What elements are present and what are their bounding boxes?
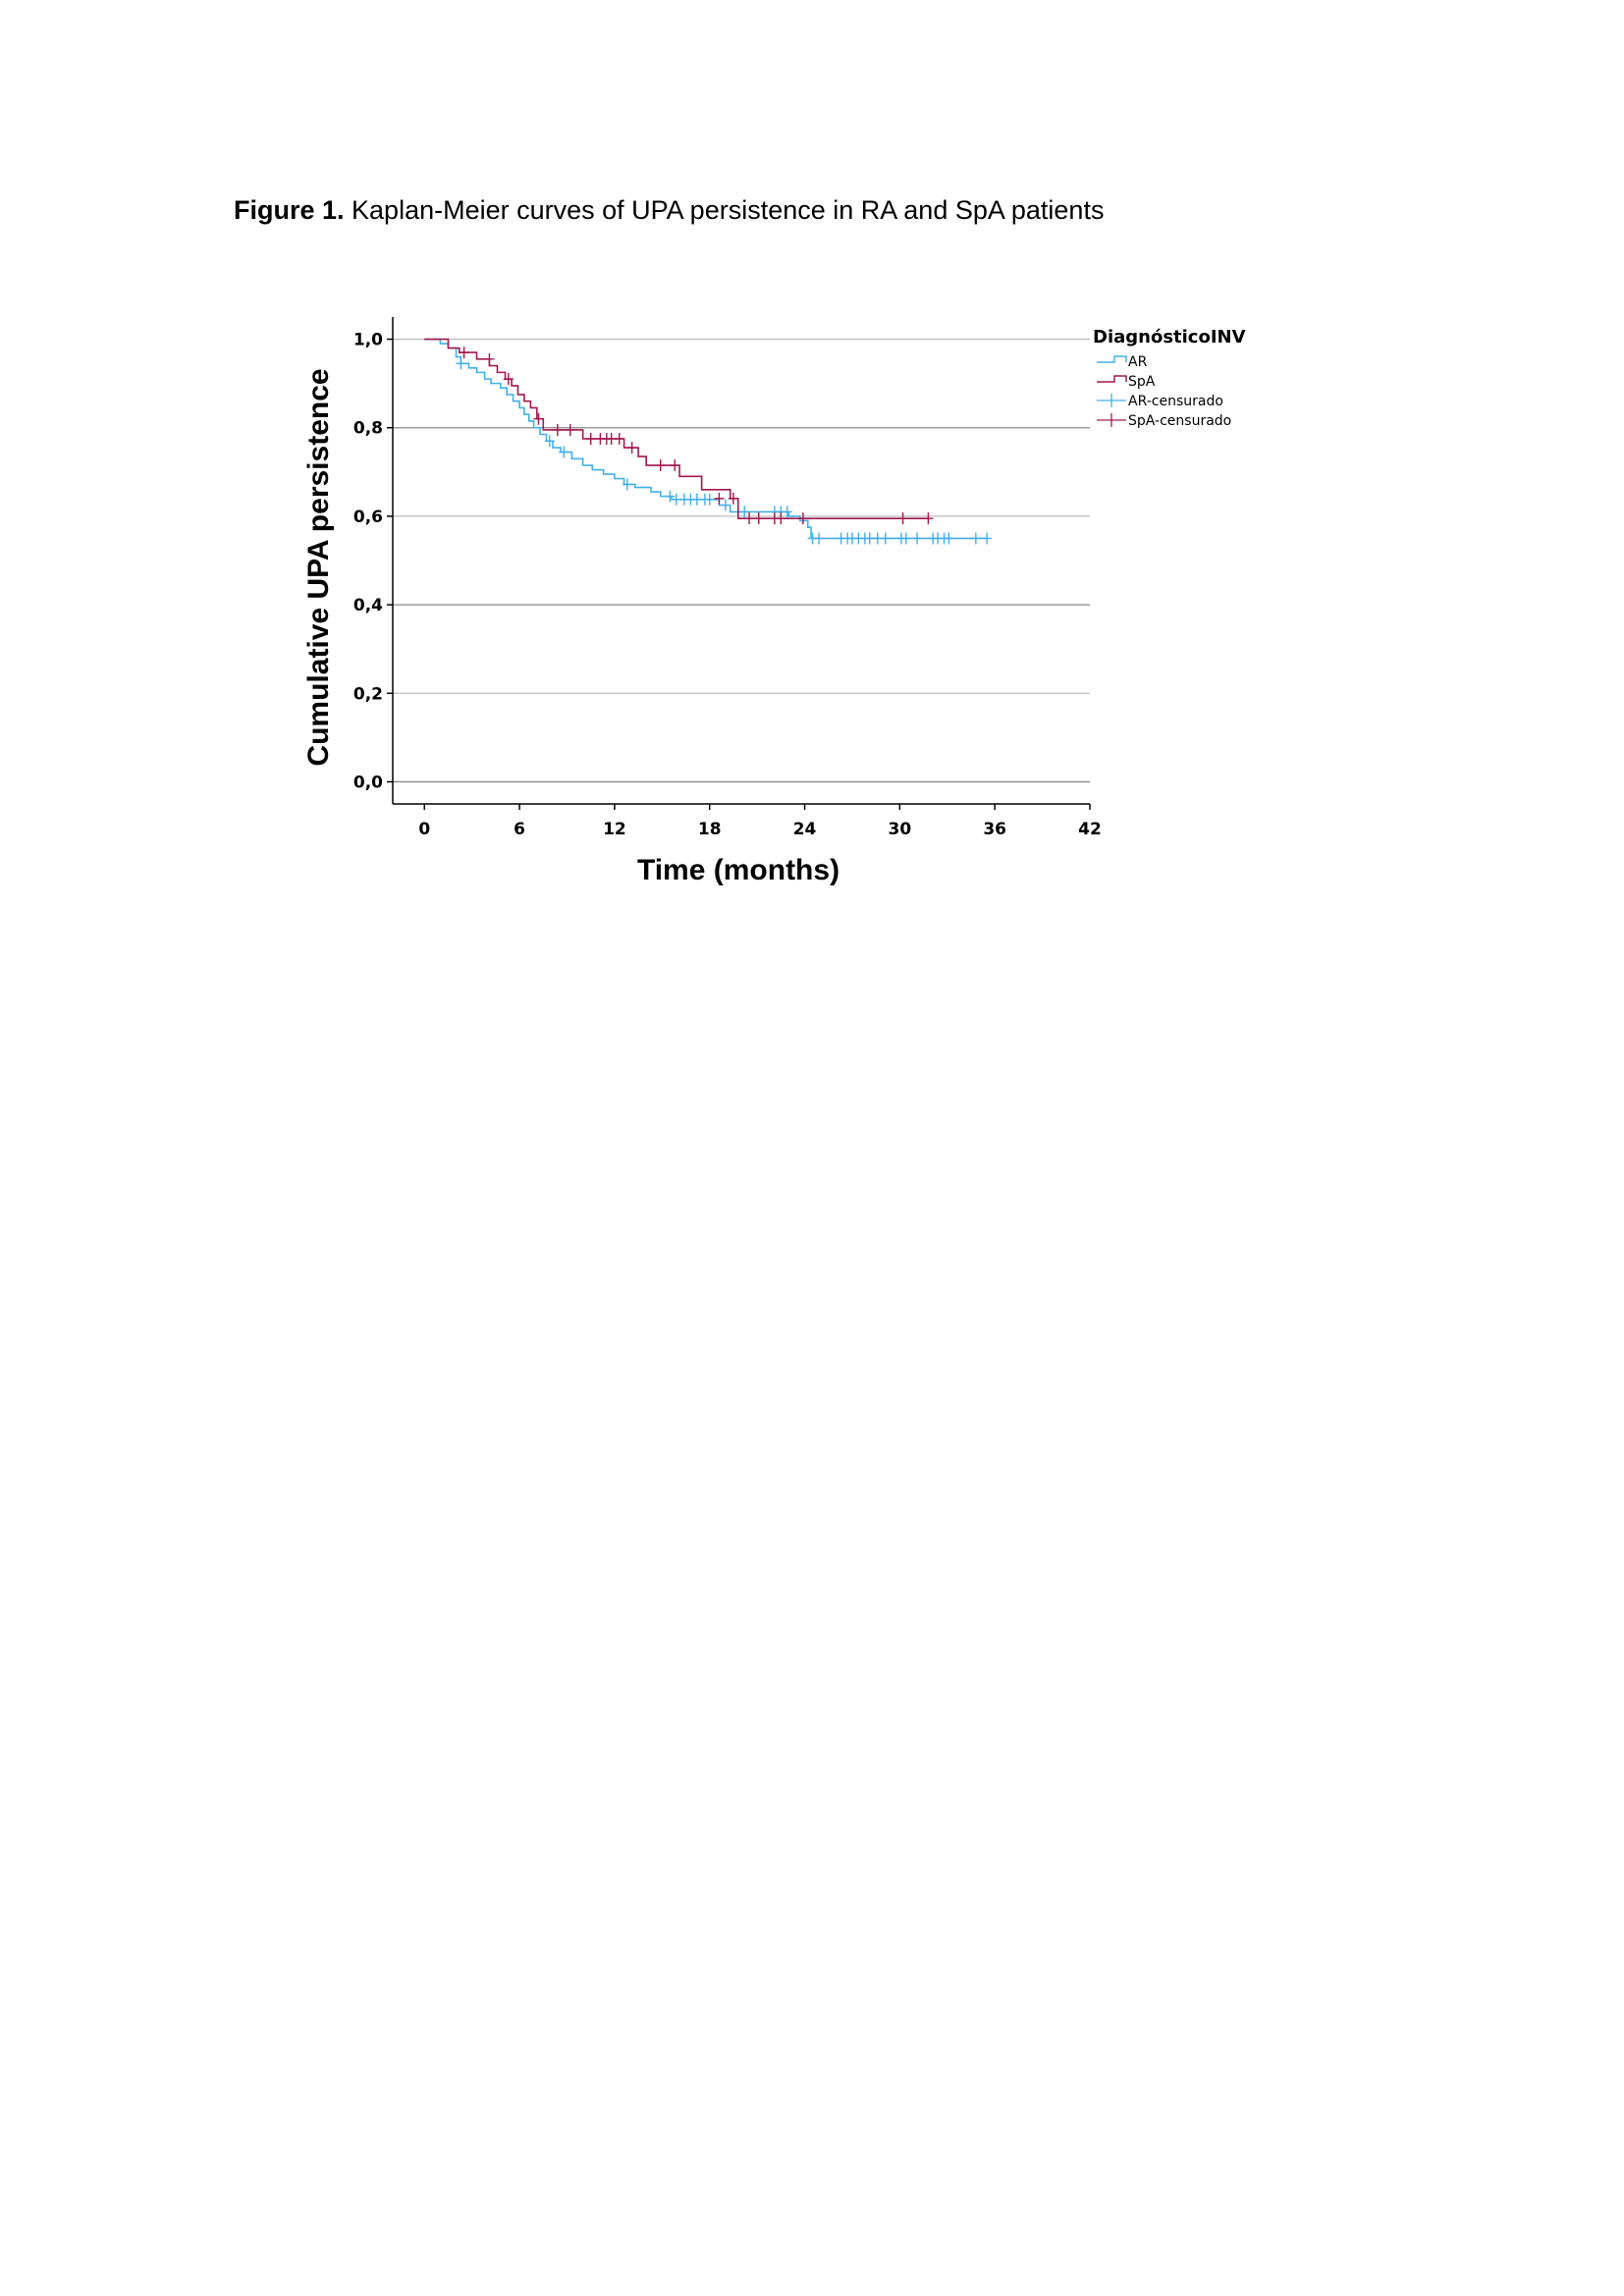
censor-mark-ar xyxy=(900,532,911,545)
series-line-ar xyxy=(424,338,988,540)
y-tick-label: 0,4 xyxy=(353,596,383,615)
censor-mark-spa xyxy=(533,412,544,425)
censor-mark-spa xyxy=(776,512,786,525)
censor-mark-ar xyxy=(912,532,923,545)
censor-mark-ar xyxy=(982,532,993,545)
censor-mark-spa xyxy=(503,373,514,386)
censor-mark-spa xyxy=(484,352,495,365)
censor-mark-spa xyxy=(614,433,624,445)
legend-title: DiagnósticoINV xyxy=(1093,327,1246,347)
legend-swatch-line xyxy=(1097,355,1127,363)
legend: DiagnósticoINV AR SpA AR-censurado SpA-censu… xyxy=(1093,327,1246,429)
censor-mark-spa xyxy=(728,492,738,505)
censor-mark-ar xyxy=(544,435,555,448)
figure-caption: Figure 1. Kaplan-Meier curves of UPA per… xyxy=(234,195,1104,226)
censor-mark-spa xyxy=(923,512,934,525)
censor-mark-spa xyxy=(459,347,469,359)
censor-mark-ar xyxy=(782,506,792,518)
y-tick-label: 0,0 xyxy=(353,773,383,792)
legend-swatch-line xyxy=(1097,375,1127,383)
censor-mark-ar xyxy=(559,446,569,458)
censor-mark-ar xyxy=(880,532,891,545)
axes xyxy=(387,317,1091,810)
x-tick-label: 42 xyxy=(1078,820,1102,839)
censor-mark-spa xyxy=(655,459,666,472)
censor-mark-spa xyxy=(797,512,808,525)
censor-mark-ar xyxy=(665,490,676,503)
series-line-spa xyxy=(424,338,929,519)
censor-mark-spa xyxy=(714,492,725,505)
legend-entry-label: SpA xyxy=(1128,374,1156,390)
x-tick-label: 36 xyxy=(983,820,1006,839)
x-axis-title: Time (months) xyxy=(637,854,839,886)
y-tick-label: 1,0 xyxy=(353,331,383,350)
figure-caption-text: Kaplan-Meier curves of UPA persistence i… xyxy=(344,195,1105,225)
censor-mark-ar xyxy=(704,493,715,506)
censor-mark-ar xyxy=(739,506,750,518)
tick-labels: 0,0 0,2 0,4 0,6 0,8 1,0 0 6 12 18 24 30 36 42 xyxy=(353,331,1102,839)
x-tick-label: 0 xyxy=(418,820,430,839)
censor-mark-spa xyxy=(565,423,575,436)
figure-label: Figure 1. xyxy=(234,195,345,225)
censor-mark-ar xyxy=(456,357,466,370)
censor-mark-spa xyxy=(753,512,764,525)
censor-mark-spa xyxy=(744,512,755,525)
y-tick-label: 0,2 xyxy=(353,684,383,704)
y-tick-label: 0,8 xyxy=(353,419,383,439)
censor-mark-spa xyxy=(670,459,680,472)
legend-entry-label: SpA-censurado xyxy=(1128,413,1231,429)
x-tick-label: 30 xyxy=(889,820,912,839)
y-axis-title: Cumulative UPA persistence xyxy=(302,368,335,766)
censor-mark-spa xyxy=(897,512,908,525)
censor-mark-ar xyxy=(622,478,632,491)
censor-mark-spa xyxy=(626,442,637,454)
y-tick-label: 0,6 xyxy=(353,507,383,527)
censor-mark-ar xyxy=(814,532,825,545)
x-tick-label: 6 xyxy=(514,820,525,839)
censor-mark-ar xyxy=(720,499,731,511)
x-tick-label: 18 xyxy=(698,820,722,839)
x-tick-label: 24 xyxy=(793,820,817,839)
censor-mark-spa xyxy=(585,433,596,445)
legend-entry-label: AR-censurado xyxy=(1128,394,1223,409)
censor-mark-ar xyxy=(944,532,954,545)
series-group xyxy=(424,338,993,545)
x-tick-label: 12 xyxy=(603,820,626,839)
legend-entry-label: AR xyxy=(1128,354,1148,370)
censor-mark-spa xyxy=(552,423,563,436)
censor-mark-ar xyxy=(970,532,981,545)
gridlines xyxy=(393,338,1090,783)
